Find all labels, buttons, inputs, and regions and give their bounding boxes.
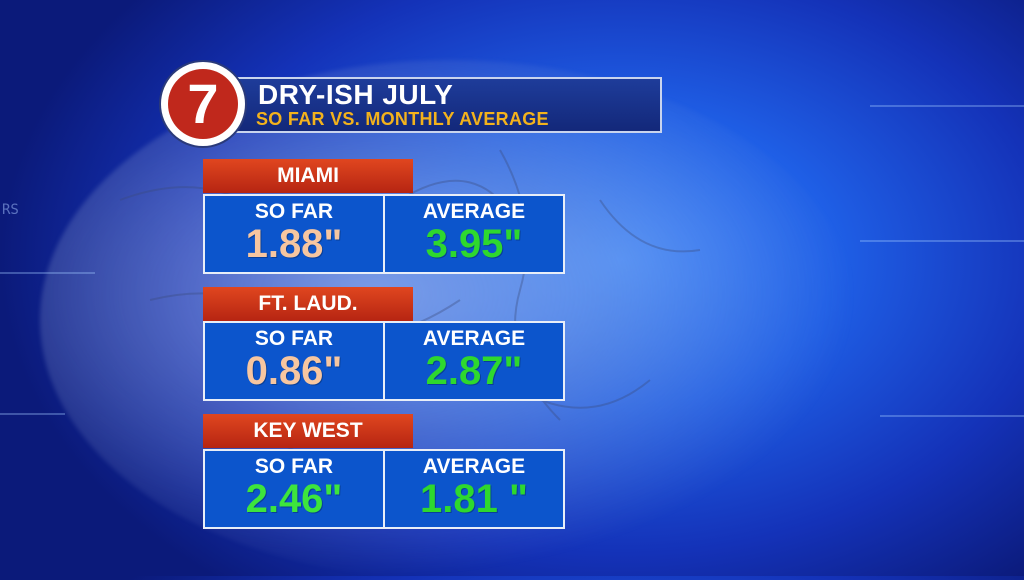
so-far-label: SO FAR (254, 200, 334, 223)
city-tag-key-west: KEY WEST (203, 414, 413, 448)
city-tag-miami: MIAMI (203, 159, 413, 193)
page-title: DRY-ISH JULY (258, 79, 454, 110)
city-panel-ft-laud: SO FAR 0.86" AVERAGE 2.87" (203, 321, 565, 401)
city-panel-key-west: SO FAR 2.46" AVERAGE 1.81 " (203, 449, 565, 529)
deco-line (870, 105, 1024, 107)
average-label: AVERAGE (422, 200, 526, 223)
logo-number: 7 (168, 69, 238, 139)
average-cell: AVERAGE 3.95" (383, 196, 563, 272)
so-far-label: SO FAR (254, 327, 334, 350)
so-far-cell: SO FAR 0.86" (205, 323, 383, 399)
average-label: AVERAGE (422, 327, 526, 350)
so-far-value: 2.46" (245, 477, 343, 521)
average-value: 3.95" (425, 222, 523, 266)
so-far-label: SO FAR (254, 455, 334, 478)
average-cell: AVERAGE 2.87" (383, 323, 563, 399)
so-far-cell: SO FAR 1.88" (205, 196, 383, 272)
average-cell: AVERAGE 1.81 " (383, 451, 563, 527)
city-tag-ft-laud: FT. LAUD. (203, 287, 413, 321)
so-far-value: 1.88" (245, 222, 343, 266)
deco-line (880, 415, 1024, 417)
deco-line (860, 240, 1024, 242)
title-banner (232, 77, 662, 133)
page-subtitle: SO FAR VS. MONTHLY AVERAGE (256, 109, 549, 129)
side-text: RS (2, 202, 19, 218)
average-label: AVERAGE (422, 455, 526, 478)
average-value: 1.81 " (420, 477, 528, 521)
deco-line (0, 413, 65, 415)
city-panel-miami: SO FAR 1.88" AVERAGE 3.95" (203, 194, 565, 274)
so-far-value: 0.86" (245, 349, 343, 393)
deco-line (0, 272, 95, 274)
channel-7-logo: 7 (161, 62, 245, 146)
average-value: 2.87" (425, 349, 523, 393)
so-far-cell: SO FAR 2.46" (205, 451, 383, 527)
